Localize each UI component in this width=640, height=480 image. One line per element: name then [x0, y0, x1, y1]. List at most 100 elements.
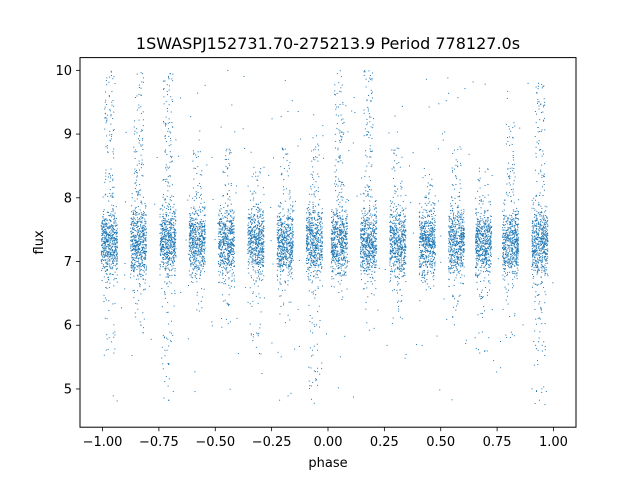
data-point — [284, 289, 286, 291]
data-point — [249, 256, 251, 258]
data-point — [252, 292, 254, 294]
data-point — [283, 258, 285, 260]
data-point — [309, 212, 311, 214]
data-cluster — [305, 135, 324, 404]
data-point — [331, 247, 333, 249]
data-point — [286, 153, 288, 155]
data-point — [316, 257, 318, 259]
data-point — [161, 346, 163, 348]
data-point — [259, 262, 261, 264]
data-point — [136, 214, 138, 216]
data-point — [251, 222, 253, 224]
data-point — [189, 219, 191, 221]
data-point — [140, 257, 142, 259]
data-point — [310, 250, 312, 252]
data-point — [315, 262, 317, 264]
data-point — [314, 156, 316, 158]
data-point — [106, 233, 108, 235]
data-point — [337, 250, 339, 252]
data-point — [281, 234, 283, 236]
data-point — [106, 246, 108, 248]
data-point — [287, 259, 289, 261]
data-point — [335, 263, 337, 265]
data-point — [334, 255, 336, 257]
data-point — [227, 175, 229, 177]
data-point — [226, 245, 228, 247]
data-point — [191, 232, 193, 234]
data-point — [101, 234, 103, 236]
data-point — [106, 281, 108, 283]
data-point — [261, 220, 263, 222]
data-point — [318, 266, 320, 268]
data-point — [285, 255, 287, 257]
data-point — [145, 205, 147, 207]
data-point — [312, 261, 314, 263]
data-point — [260, 215, 262, 217]
data-point — [312, 232, 314, 234]
data-point — [228, 265, 230, 267]
data-point — [138, 191, 140, 193]
data-point — [174, 232, 176, 234]
data-point — [198, 261, 200, 263]
data-point — [258, 275, 260, 277]
data-point — [136, 212, 138, 214]
data-point — [161, 238, 163, 240]
data-point — [308, 244, 310, 246]
data-point — [315, 264, 317, 266]
data-point — [219, 281, 221, 283]
data-point — [131, 211, 133, 213]
data-point — [338, 228, 340, 230]
data-point — [252, 300, 254, 302]
data-point — [306, 260, 308, 262]
data-point — [232, 239, 234, 241]
data-point — [192, 238, 194, 240]
data-point — [193, 231, 195, 233]
data-point — [252, 291, 254, 293]
data-point — [321, 222, 323, 224]
data-point — [163, 88, 165, 90]
data-point — [191, 232, 193, 234]
data-point — [281, 224, 283, 226]
data-point — [218, 262, 220, 264]
data-point — [310, 214, 312, 216]
data-point — [340, 257, 342, 259]
data-point — [110, 233, 112, 235]
data-point — [263, 220, 265, 222]
data-point — [189, 234, 191, 236]
data-point — [162, 258, 164, 260]
data-point — [231, 253, 233, 255]
data-point — [168, 104, 170, 106]
data-point — [292, 206, 294, 208]
data-point — [116, 251, 118, 253]
data-point — [198, 244, 200, 246]
data-point — [281, 246, 283, 248]
data-point — [260, 273, 262, 275]
data-point — [231, 247, 233, 249]
data-point — [200, 193, 202, 195]
data-point — [226, 168, 228, 170]
data-point — [198, 268, 200, 270]
data-point — [134, 239, 136, 241]
data-point — [200, 231, 202, 233]
data-point — [136, 252, 138, 254]
data-point — [312, 251, 314, 253]
data-point — [134, 225, 136, 227]
data-point — [292, 240, 294, 242]
data-point — [249, 217, 251, 219]
data-point — [114, 348, 116, 350]
data-point — [200, 270, 202, 272]
data-point — [163, 216, 165, 218]
data-point — [103, 252, 105, 254]
data-point — [166, 195, 168, 197]
data-point — [168, 258, 170, 260]
data-point — [225, 283, 227, 285]
data-point — [108, 259, 110, 261]
data-point — [143, 264, 145, 266]
data-point — [262, 265, 264, 267]
data-point — [105, 239, 107, 241]
data-point — [233, 278, 235, 280]
data-point — [140, 243, 142, 245]
data-point — [315, 273, 317, 275]
data-point — [287, 223, 289, 225]
data-point — [198, 240, 200, 242]
